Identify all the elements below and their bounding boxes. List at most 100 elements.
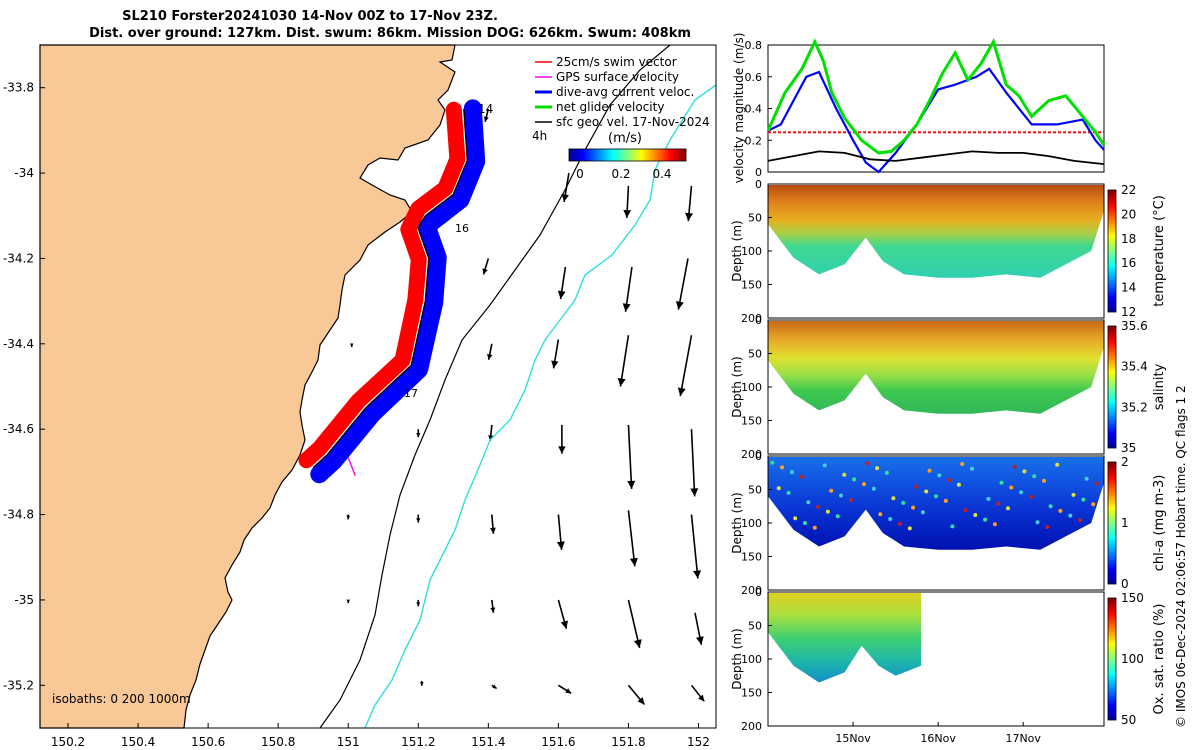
gps-velocity-arrow bbox=[347, 457, 356, 476]
chl-sample-dot bbox=[1035, 520, 1040, 525]
section-colorbar-tick: 35.2 bbox=[1121, 400, 1148, 414]
geo-vector-arrow bbox=[685, 185, 693, 222]
geo-vector-arrow bbox=[557, 266, 567, 300]
chl-sample-dot bbox=[911, 505, 916, 510]
swim-vector-band bbox=[298, 101, 466, 469]
chl-sample-dot bbox=[891, 496, 896, 501]
chl-sample-dot bbox=[1006, 506, 1010, 511]
geo-vector-arrow bbox=[617, 335, 630, 387]
geo-vector-head bbox=[565, 688, 572, 694]
geo-vector-arrow bbox=[346, 514, 351, 520]
chl-sample-dot bbox=[1081, 497, 1086, 502]
geo-vector-arrow bbox=[483, 108, 490, 123]
section-ytick-label: 50 bbox=[748, 212, 762, 225]
section-colorbar-tick: 35 bbox=[1121, 441, 1136, 455]
chl-sample-dot bbox=[973, 513, 978, 517]
velocity-ytick-label: 0 bbox=[755, 166, 762, 179]
geo-vector-arrow bbox=[490, 599, 496, 613]
chl-sample-dot bbox=[789, 470, 794, 475]
chl-sample-dot bbox=[812, 525, 817, 530]
section-ytick-label: 150 bbox=[741, 551, 762, 564]
chl-sample-dot bbox=[835, 514, 840, 519]
section-data-fill bbox=[768, 185, 1104, 278]
section-ytick-label: 50 bbox=[748, 620, 762, 633]
section-temperature: 0 50 100 150 200 Depth (m) 22 20 18 16 14 12 tempera… bbox=[730, 178, 1167, 325]
geo-vector-head bbox=[693, 570, 702, 579]
section-salinity: 0 50 100 150 200 Depth (m) 35.6 35.4 35.2 35 salin… bbox=[730, 314, 1167, 461]
chl-sample-dot bbox=[878, 512, 883, 517]
chl-sample-dot bbox=[803, 521, 807, 525]
geo-vector-head bbox=[551, 360, 559, 369]
isobath-1000 bbox=[364, 84, 717, 729]
geo-vector-head bbox=[349, 343, 354, 348]
geo-vector-shaft bbox=[690, 514, 699, 579]
map-ytick-label: -34.8 bbox=[3, 508, 34, 522]
chl-sample-dot bbox=[907, 526, 912, 531]
title-line-2: Dist. over ground: 127km. Dist. swum: 86… bbox=[89, 26, 691, 41]
geo-vector-arrow bbox=[488, 424, 494, 441]
chl-sample-dot bbox=[1071, 492, 1076, 497]
geo-vector-head bbox=[490, 607, 496, 613]
chl-sample-dot bbox=[1084, 476, 1089, 481]
section-colorbar-tick: 18 bbox=[1121, 232, 1136, 246]
chl-sample-dot bbox=[996, 501, 1001, 506]
geo-vector-head bbox=[627, 480, 636, 489]
section-ylabel: Depth (m) bbox=[730, 220, 744, 281]
geo-vector-head bbox=[488, 435, 494, 441]
section-ytick-label: 150 bbox=[741, 279, 762, 292]
section-ytick-label: 200 bbox=[741, 312, 762, 325]
chl-sample-dot bbox=[960, 462, 965, 466]
track-label-16: 16 bbox=[455, 222, 469, 235]
map-legend: 25cm/s swim vector GPS surface velocity … bbox=[532, 55, 710, 181]
section-colorbar-label: Ox. sat. ratio (%) bbox=[1152, 604, 1167, 715]
section-ytick-label: 100 bbox=[741, 517, 762, 530]
section-ytick-label: 150 bbox=[741, 687, 762, 700]
geo-vector-head bbox=[346, 599, 350, 604]
geo-vector-arrow bbox=[675, 258, 689, 310]
geo-vector-arrow bbox=[627, 599, 642, 649]
section-data-fill bbox=[768, 457, 1104, 550]
section-ytick-label: 50 bbox=[748, 348, 762, 361]
chl-sample-dot bbox=[871, 486, 876, 491]
section-colorbar-tick: 16 bbox=[1121, 256, 1136, 270]
chl-sample-dot bbox=[1045, 525, 1050, 529]
section-ytick-label: 100 bbox=[741, 381, 762, 394]
map-ytick-label: -35.2 bbox=[3, 678, 34, 692]
chl-sample-dot bbox=[992, 522, 997, 527]
section-chl-a: 0 50 100 150 200 Depth (m) 2 1 0 chl-a (mg m-3) bbox=[730, 450, 1167, 597]
geo-vector-head bbox=[416, 518, 421, 523]
map-xtick-label: 151 bbox=[337, 735, 360, 749]
geo-vector-arrow bbox=[487, 343, 493, 360]
section-colorbar-tick: 12 bbox=[1121, 305, 1136, 319]
map-axis: 150.2 150.4 150.6 150.8 151 151.2 151.4 151.6 15… bbox=[3, 81, 710, 749]
section-colorbar bbox=[1107, 325, 1117, 449]
geo-vector-head bbox=[556, 541, 565, 550]
section-colorbar-label: salinity bbox=[1152, 363, 1167, 410]
time-xtick-label: 15Nov bbox=[835, 732, 871, 745]
geo-vector-head bbox=[685, 212, 693, 222]
legend-4h: 4h bbox=[532, 129, 547, 143]
geo-vector-head bbox=[487, 353, 493, 360]
map-colorbar-label: (m/s) bbox=[608, 131, 642, 146]
geo-vector-head bbox=[419, 682, 424, 686]
map-xtick-label: 150.8 bbox=[261, 735, 295, 749]
geo-vector-head bbox=[633, 639, 642, 648]
legend-net-velocity: net glider velocity bbox=[556, 100, 664, 114]
section-colorbar-tick: 150 bbox=[1121, 591, 1144, 605]
geo-vector-head bbox=[622, 303, 631, 312]
geo-vector-arrow bbox=[627, 424, 636, 489]
geo-vector-arrow bbox=[490, 514, 496, 534]
map-xtick-label: 151.6 bbox=[541, 735, 575, 749]
geo-vector-arrow bbox=[627, 510, 638, 567]
geo-vector-arrow bbox=[557, 599, 568, 629]
legend-gps-velocity: GPS surface velocity bbox=[556, 70, 679, 84]
chl-sample-dot bbox=[865, 461, 870, 466]
chl-sample-dot bbox=[793, 516, 798, 521]
section-ytick-label: 200 bbox=[741, 720, 762, 733]
chl-sample-dot bbox=[956, 482, 961, 487]
section-ytick-label: 0 bbox=[755, 450, 762, 463]
map-ytick-label: -34.4 bbox=[3, 337, 34, 351]
geo-vector-head bbox=[483, 116, 489, 122]
geo-vector-shaft bbox=[677, 258, 689, 310]
chl-sample-dot bbox=[999, 480, 1004, 485]
